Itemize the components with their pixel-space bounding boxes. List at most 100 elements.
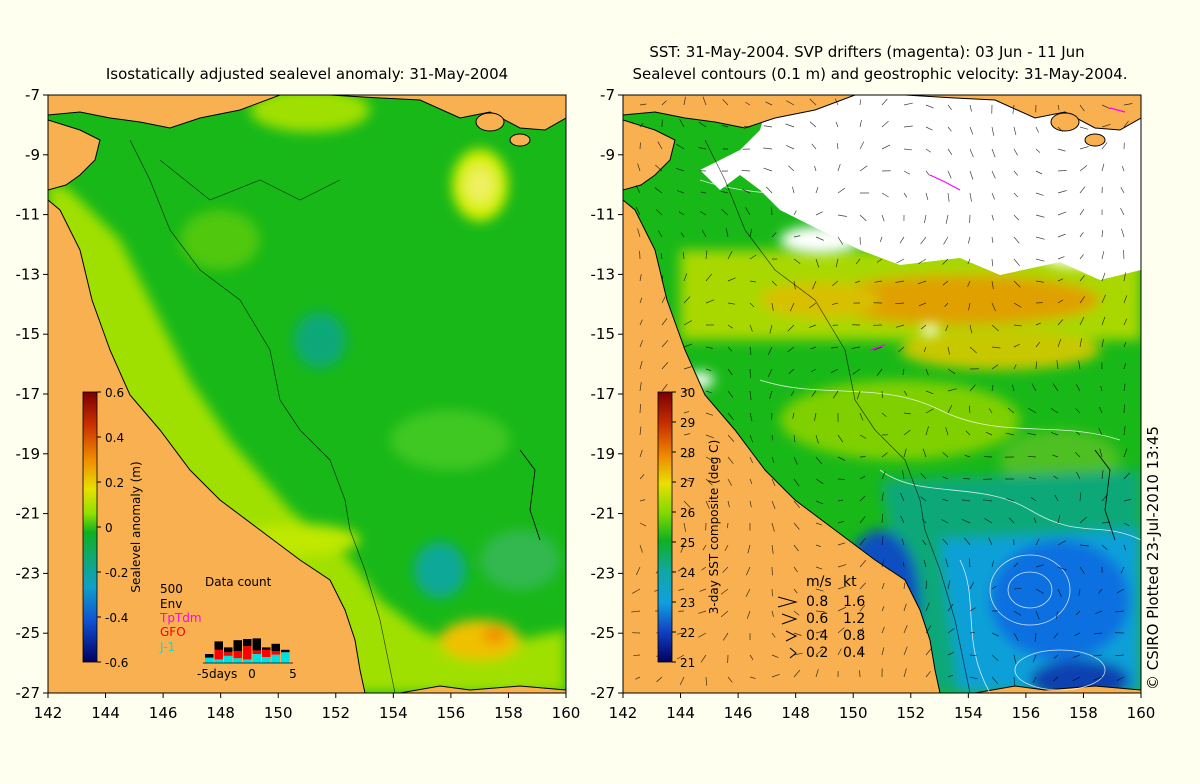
left-y-tick-label: -25 <box>16 624 41 642</box>
data-count-max: 500 <box>160 582 183 596</box>
data-count-bar-j1 <box>272 655 281 663</box>
left-colorbar-tick: 0 <box>105 521 113 535</box>
left-y-tick-label: -27 <box>16 684 41 702</box>
velocity-legend-kt-header: kt <box>843 574 857 590</box>
data-count-bar-gfo <box>253 650 262 654</box>
data-count-bar-gfo <box>215 650 224 660</box>
right-y-tick-label: -27 <box>591 684 616 702</box>
right-colorbar-tick: 28 <box>680 446 695 460</box>
data-count-bar-env <box>262 647 271 649</box>
left-colorbar-tick: 0.2 <box>105 476 124 490</box>
data-count-bar-j1 <box>262 657 271 663</box>
left-land-island-2 <box>510 134 530 146</box>
left-x-tick-label: 144 <box>91 704 120 722</box>
left-x-tick-label: 148 <box>206 704 235 722</box>
legend-env: Env <box>160 597 182 611</box>
right-colorbar-tick: 25 <box>680 536 695 550</box>
data-count-axis-right: 5 <box>289 667 297 681</box>
data-count-bar-gfo <box>243 646 252 659</box>
right-x-tick-label: 150 <box>839 704 868 722</box>
left-x-tick-label: 156 <box>437 704 466 722</box>
data-count-bar-j1 <box>243 659 252 663</box>
data-count-bar-env <box>234 640 243 651</box>
left-x-tick-label: 146 <box>149 704 178 722</box>
data-count-bar-j1 <box>234 658 243 663</box>
velocity-legend-ms: 0.4 <box>806 628 828 644</box>
left-x-tick-label: 152 <box>321 704 350 722</box>
data-count-bar-gfo <box>262 650 271 657</box>
right-y-tick-label: -13 <box>591 265 616 283</box>
left-panel-title: Isostatically adjusted sealevel anomaly:… <box>106 65 508 83</box>
left-colorbar-tick: -0.6 <box>105 656 128 670</box>
right-x-tick-label: 148 <box>781 704 810 722</box>
right-x-tick-label: 160 <box>1127 704 1156 722</box>
right-colorbar <box>658 392 672 662</box>
left-x-tick-label: 158 <box>494 704 523 722</box>
data-count-bar-j1 <box>215 659 224 663</box>
right-map <box>623 95 1141 700</box>
data-count-title: Data count <box>205 575 272 589</box>
right-colorbar-tick: 30 <box>680 386 695 400</box>
left-x-tick-label: 150 <box>264 704 293 722</box>
right-colorbar-tick: 22 <box>680 626 695 640</box>
legend-tptdm: TpTdm <box>159 611 202 625</box>
right-colorbar-tick: 24 <box>680 566 695 580</box>
right-panel-title-line2: Sealevel contours (0.1 m) and geostrophi… <box>632 65 1127 83</box>
data-count-axis-mid: 0 <box>248 667 256 681</box>
left-colorbar <box>83 392 97 662</box>
data-count-bar-j1 <box>253 654 262 663</box>
left-y-tick-label: -15 <box>16 325 41 343</box>
right-x-tick-label: 158 <box>1069 704 1098 722</box>
velocity-legend-ms: 0.8 <box>806 594 828 610</box>
right-colorbar-label: 3-day SST composite (deg C) <box>707 440 721 614</box>
right-y-tick-label: -7 <box>600 86 615 104</box>
right-x-tick-label: 156 <box>1012 704 1041 722</box>
left-colorbar-tick: 0.4 <box>105 431 124 445</box>
velocity-legend-kt: 0.8 <box>843 628 865 644</box>
left-colorbar-tick: -0.4 <box>105 611 128 625</box>
left-map <box>48 88 566 693</box>
data-count-bar-env <box>272 644 281 651</box>
data-count-bar-j1 <box>281 652 290 663</box>
right-x-tick-label: 152 <box>896 704 925 722</box>
data-count-bar-j1 <box>224 656 233 663</box>
left-y-tick-label: -17 <box>16 385 41 403</box>
left-x-tick-label: 160 <box>552 704 581 722</box>
legend-gfo: GFO <box>160 625 186 639</box>
velocity-legend-ms-header: m/s <box>806 574 832 590</box>
data-count-bar-env <box>253 638 262 650</box>
left-y-tick-label: -21 <box>16 505 41 523</box>
data-count-bar-env <box>281 650 290 652</box>
credit: © CSIRO Plotted 23-Jul-2010 13:45 <box>1144 426 1162 690</box>
right-y-tick-label: -25 <box>591 624 616 642</box>
velocity-legend-ms: 0.2 <box>806 645 828 661</box>
right-colorbar-tick: 26 <box>680 506 695 520</box>
left-y-tick-label: -19 <box>16 445 41 463</box>
data-count-bar-gfo <box>224 652 233 656</box>
data-count-bar-env <box>205 654 214 658</box>
data-count-bar-env <box>243 639 252 646</box>
right-x-tick-label: 146 <box>724 704 753 722</box>
left-y-tick-label: -13 <box>16 265 41 283</box>
left-x-tick-label: 142 <box>34 704 63 722</box>
left-x-tick-label: 154 <box>379 704 408 722</box>
right-y-tick-label: -11 <box>591 206 616 224</box>
right-y-tick-label: -23 <box>591 564 616 582</box>
velocity-legend-kt: 1.2 <box>843 611 865 627</box>
data-count-bar-j1 <box>205 658 214 663</box>
data-count-axis-left: -5days <box>197 667 237 681</box>
left-y-tick-label: -9 <box>25 146 40 164</box>
left-colorbar-label: Sealevel anomaly (m) <box>129 461 143 592</box>
right-x-tick-label: 144 <box>666 704 695 722</box>
right-colorbar-tick: 21 <box>680 656 695 670</box>
velocity-legend-kt: 0.4 <box>843 645 865 661</box>
data-count-bar-env <box>215 641 224 649</box>
velocity-legend-kt: 1.6 <box>843 594 865 610</box>
right-colorbar-tick: 27 <box>680 476 695 490</box>
right-y-axis: -7-9-11-13-15-17-19-21-23-25-27 <box>591 86 624 702</box>
left-y-tick-label: -11 <box>16 206 41 224</box>
left-y-tick-label: -23 <box>16 564 41 582</box>
right-x-tick-label: 142 <box>609 704 638 722</box>
left-y-tick-label: -7 <box>25 86 40 104</box>
